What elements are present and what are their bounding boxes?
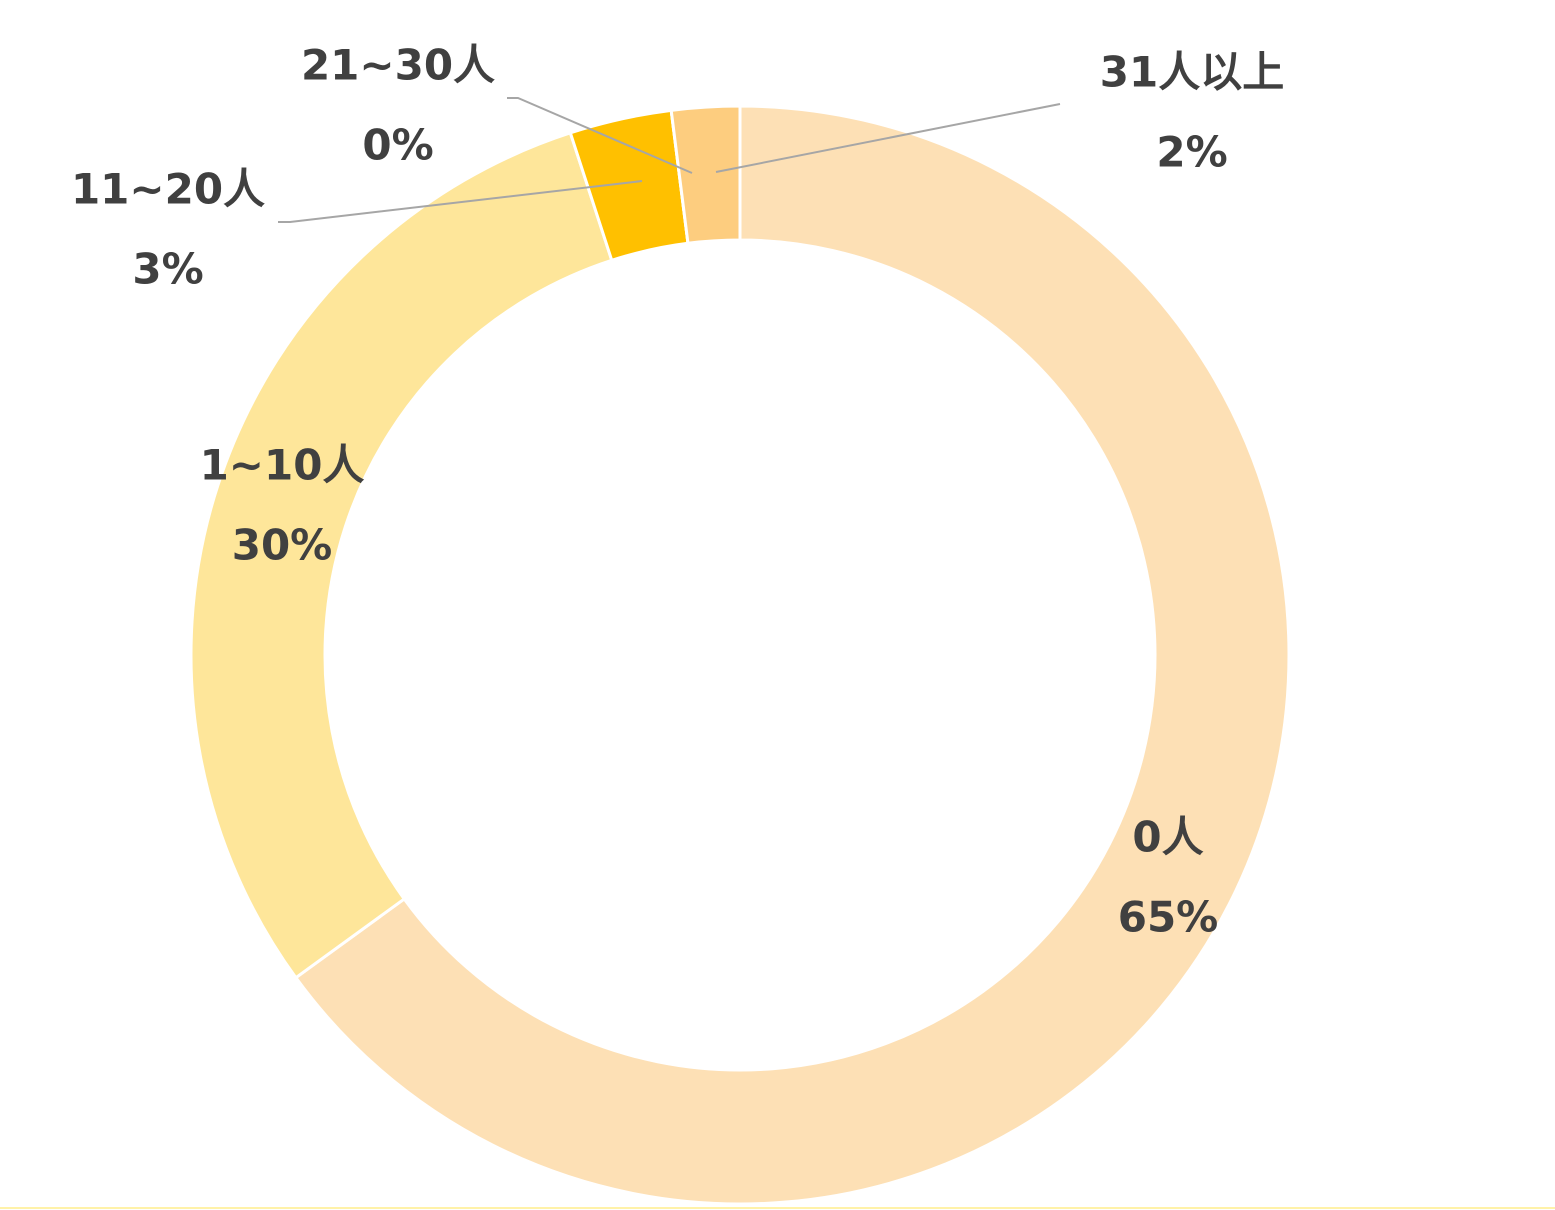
value-label: 2% — [1156, 128, 1227, 177]
value-label: 30% — [232, 521, 333, 570]
value-label: 3% — [132, 245, 203, 294]
donut-slice — [669, 104, 742, 245]
value-label: 65% — [1118, 893, 1219, 942]
slice-label: 31人以上 — [1100, 48, 1284, 97]
donut-slice — [189, 130, 614, 980]
leader-line — [507, 97, 693, 174]
donut-slice — [293, 104, 1291, 1206]
slice-label: 11~20人 — [71, 165, 265, 214]
value-label: 0% — [362, 121, 433, 170]
leader-lines — [278, 97, 1061, 223]
slice-label: 21~30人 — [301, 41, 495, 90]
leader-line — [278, 180, 643, 223]
leader-line — [715, 103, 1061, 173]
slice-label: 1~10人 — [200, 441, 365, 490]
slice-label: 0人 — [1132, 813, 1203, 862]
